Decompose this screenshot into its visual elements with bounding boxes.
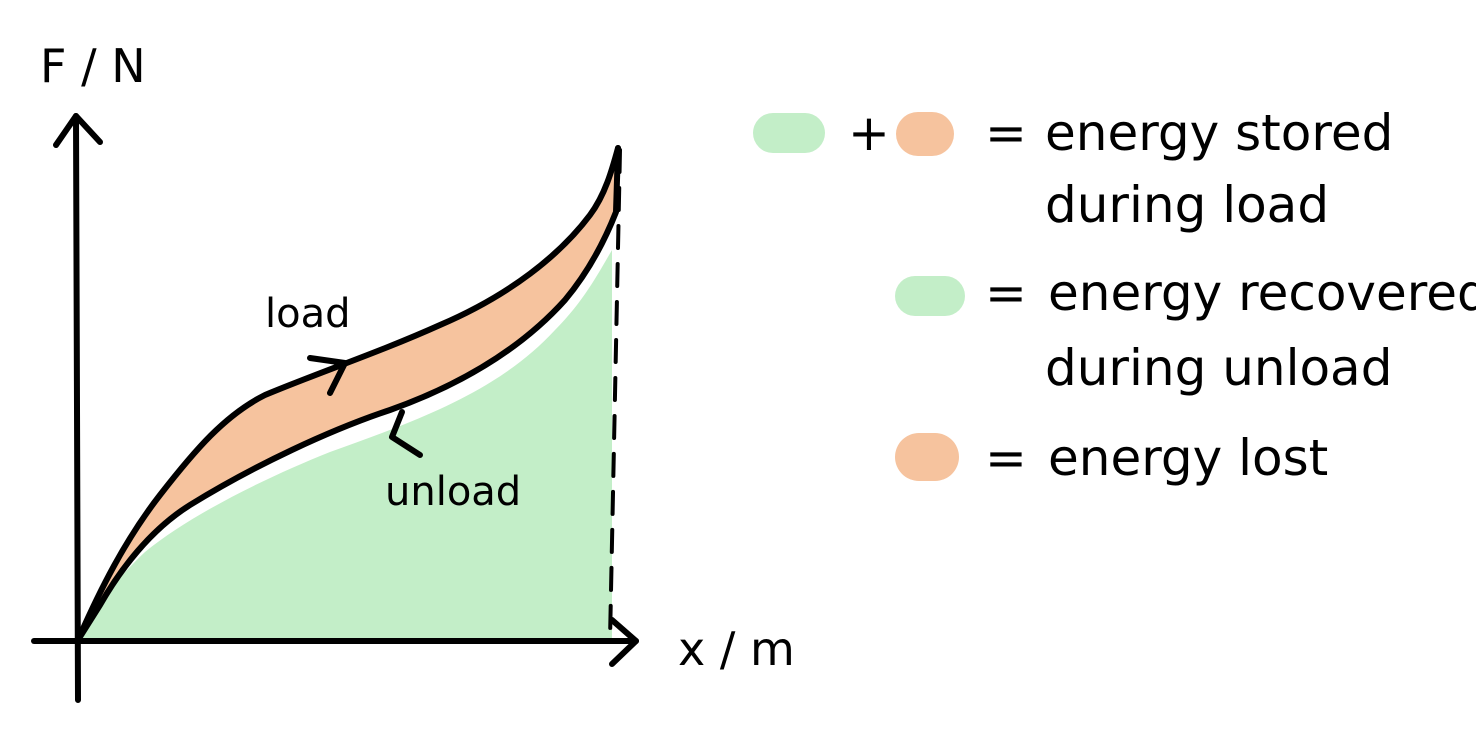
unload-curve xyxy=(75,145,621,643)
legend-lost-line1: energy lost xyxy=(1048,429,1328,487)
energy-lost-region xyxy=(78,148,618,640)
y-axis-arrowhead xyxy=(53,113,103,148)
energy-recovered-region xyxy=(78,250,612,640)
load-label: load xyxy=(265,291,351,337)
legend-recovered-line1: energy recovered xyxy=(1048,264,1476,322)
legend: + = energy stored during load = energy r… xyxy=(753,104,1476,487)
legend-equals-stored: = xyxy=(985,104,1027,162)
legend-green-swatch-stored xyxy=(753,113,825,153)
legend-orange-swatch-stored xyxy=(896,112,954,156)
legend-equals-lost: = xyxy=(985,429,1027,487)
load-curve xyxy=(75,145,621,643)
max-extension-dashed-line xyxy=(608,148,622,642)
unload-label: unload xyxy=(385,469,521,515)
legend-equals-recovered: = xyxy=(985,264,1027,322)
y-axis-label: F / N xyxy=(40,39,146,93)
legend-orange-swatch-lost xyxy=(895,433,959,481)
load-direction-arrow xyxy=(307,355,348,396)
legend-stored-line1: energy stored xyxy=(1045,104,1393,162)
legend-recovered-line2: during unload xyxy=(1045,339,1392,397)
x-axis-arrowhead xyxy=(609,617,639,667)
legend-plus-sign: + xyxy=(848,104,890,162)
x-axis-label: x / m xyxy=(678,622,795,676)
legend-stored-line2: during load xyxy=(1045,176,1329,234)
legend-green-swatch-recovered xyxy=(895,276,965,316)
unload-direction-arrow xyxy=(389,409,423,458)
y-axis xyxy=(73,113,81,703)
